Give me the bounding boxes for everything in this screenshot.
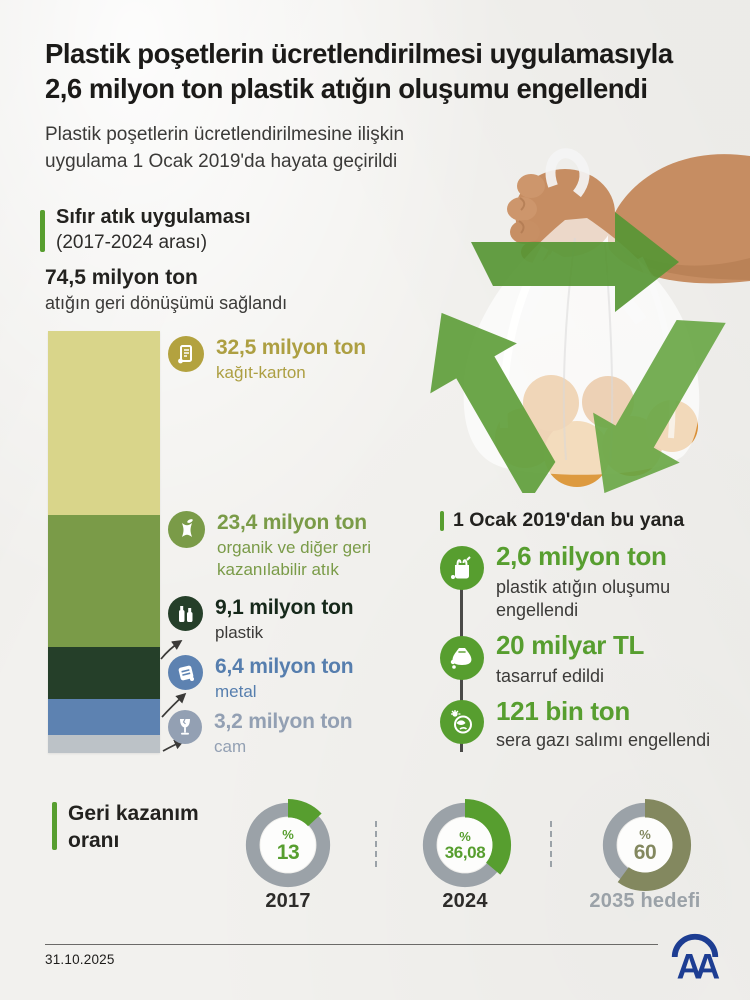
stat-desc: plastik atığın oluşumu engellendi <box>496 577 671 620</box>
since-2019-heading: 1 Ocak 2019'dan bu yana <box>440 509 684 532</box>
bag-handle-top <box>545 148 590 198</box>
subtitle-line-1: Plastik poşetlerin ücretlendirilmesine i… <box>45 124 405 145</box>
stat-value: 20 milyar TL <box>496 630 645 660</box>
donut-center-label: % 60 <box>596 796 694 894</box>
globe-emission-icon <box>440 700 484 744</box>
paper-scroll-icon <box>168 336 204 372</box>
bar-segment-kağıt-karton <box>48 331 160 515</box>
apple-core-icon <box>168 511 205 548</box>
zero-waste-total-desc: atığın geri dönüşümü sağlandı <box>45 293 288 313</box>
donut-chart-2017: % 13 <box>239 796 337 894</box>
bar-label: metal <box>215 682 257 701</box>
bar-row-organic: 23,4 milyon ton organik ve diğer geri ka… <box>168 511 422 581</box>
knuckle-lines <box>518 197 526 234</box>
bar-value: 9,1 milyon ton <box>215 596 354 619</box>
page-title: Plastik poşetlerin ücretlendirilmesi uyg… <box>45 36 673 106</box>
bar-row-plastic: 9,1 milyon ton plastik <box>168 596 354 644</box>
bar-label: organik ve diğer geri kazanılabilir atık <box>217 538 372 579</box>
dashed-separator <box>375 821 377 867</box>
bar-segment-metal <box>48 698 160 735</box>
title-line-1: Plastik poşetlerin ücretlendirilmesi uyg… <box>45 38 673 69</box>
stat-value: 2,6 milyon ton <box>496 541 667 571</box>
bar-row-metal: 6,4 milyon ton metal <box>168 655 354 703</box>
bar-label: kağıt-karton <box>216 363 306 382</box>
bar-row-glass: 3,2 milyon ton cam <box>168 710 353 758</box>
bar-value: 3,2 milyon ton <box>214 710 353 733</box>
arm-shadow <box>619 245 750 280</box>
bar-value: 23,4 milyon ton <box>217 511 367 534</box>
title-line-2: 2,6 milyon ton plastik atığın oluşumu en… <box>45 73 648 104</box>
zero-waste-heading: Sıfır atık uygulaması (2017-2024 arası) <box>56 206 251 254</box>
bar-segment-cam <box>48 734 160 753</box>
stat-value: 121 bin ton <box>496 696 630 726</box>
plastic-bag-icon <box>440 546 484 590</box>
recycle-arrows-icon <box>430 212 726 493</box>
money-bag-icon <box>440 636 484 680</box>
bar-value: 32,5 milyon ton <box>216 336 366 359</box>
stat-desc: sera gazı salımı engellendi <box>496 730 711 750</box>
page-subtitle: Plastik poşetlerin ücretlendirilmesine i… <box>45 121 404 175</box>
since-2019-title: 1 Ocak 2019'dan bu yana <box>453 509 685 531</box>
stat-desc: tasarruf edildi <box>496 666 605 686</box>
zero-waste-total-value: 74,5 milyon ton <box>45 266 198 289</box>
finger <box>510 220 540 244</box>
percent-sign: % <box>459 828 471 844</box>
footer-divider <box>45 944 658 945</box>
donut-center-label: % 36,08 <box>416 796 514 894</box>
bar-row-paper: 32,5 milyon ton kağıt-karton <box>168 336 366 384</box>
recovery-heading: Geri kazanım oranı <box>68 802 199 852</box>
donut-year-label: 2024 <box>442 890 488 912</box>
zero-waste-period: (2017-2024 arası) <box>56 232 208 253</box>
donut-chart-2035: % 60 <box>596 796 694 894</box>
stacked-bar-chart <box>48 331 160 753</box>
bar-segment-organik <box>48 514 160 648</box>
finger <box>517 174 545 198</box>
bar-label: plastik <box>215 623 264 642</box>
bar-value: 6,4 milyon ton <box>215 655 354 678</box>
donut-year-label: 2035 hedefi <box>589 890 701 912</box>
bar-segment-plastik <box>48 647 160 699</box>
glass-icon <box>168 710 202 744</box>
bar-label: cam <box>214 737 247 756</box>
aa-agency-logo: AA <box>671 933 724 986</box>
percent-sign: % <box>639 826 651 842</box>
donut-value: 60 <box>633 840 657 864</box>
accent-bar <box>52 802 57 850</box>
percent-sign: % <box>282 826 294 842</box>
donut-year-label: 2017 <box>265 890 311 912</box>
footer-date: 31.10.2025 <box>45 952 115 967</box>
subtitle-line-2: uygulama 1 Ocak 2019'da hayata geçirildi <box>45 151 398 172</box>
accent-bar <box>40 210 45 252</box>
plastic-bottles-icon <box>168 596 203 631</box>
donut-value: 13 <box>276 840 300 864</box>
hand-plastic-bag-photo <box>430 148 750 493</box>
donut-chart-2024: % 36,08 <box>416 796 514 894</box>
donut-center-label: % 13 <box>239 796 337 894</box>
crushed-can-icon <box>168 655 203 690</box>
zero-waste-title: Sıfır atık uygulaması <box>56 206 251 228</box>
donut-value: 36,08 <box>444 842 486 862</box>
accent-bar <box>440 510 444 531</box>
dashed-separator <box>550 821 552 867</box>
